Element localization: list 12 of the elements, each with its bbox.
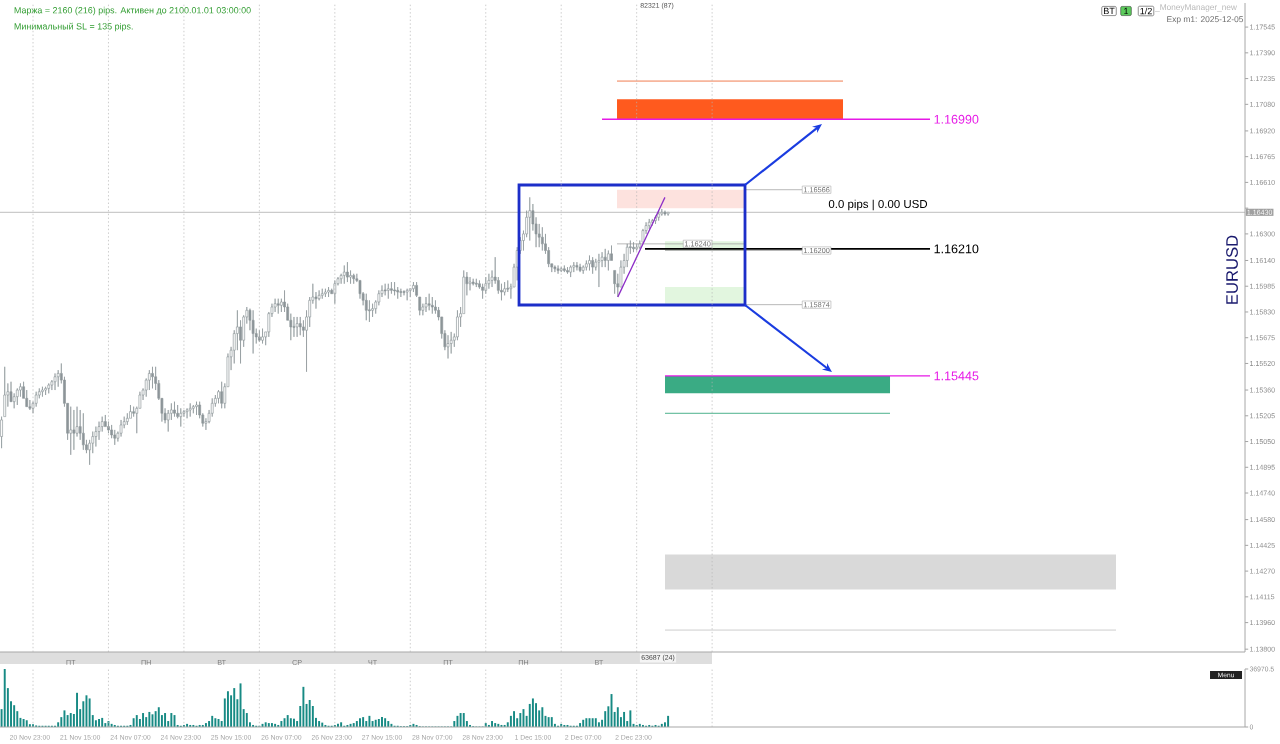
annotation: Маржа = 2160 (216) pips. Активен до 2100.01.01 03:00:00 <box>14 6 251 16</box>
annotation: _MoneyManager_new <box>1154 4 1237 12</box>
annotation: Exp m1: 2025-12-05 <box>1167 16 1244 24</box>
annotation: BT <box>1103 7 1115 15</box>
annotation: 1 <box>1124 7 1129 15</box>
text: EURUSD <box>1226 235 1238 304</box>
ref-line-label: 1.15445 <box>934 371 979 381</box>
ref-line-label: 1.16210 <box>934 244 979 254</box>
annotation: Минимальный SL = 135 pips. <box>14 22 133 32</box>
annotation: 0.0 pips | 0.00 USD <box>828 199 928 211</box>
annotation: 1/2 <box>1140 7 1152 15</box>
ref-line-label: 1.16990 <box>934 114 979 124</box>
